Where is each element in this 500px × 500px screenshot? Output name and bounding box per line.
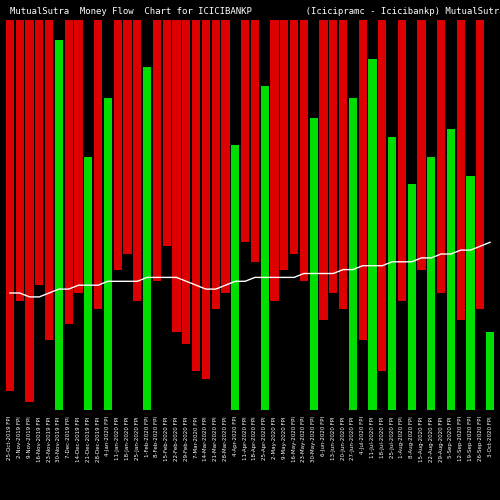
Bar [133,20,141,301]
Bar [182,20,190,344]
Bar [222,20,230,293]
Bar [152,20,161,281]
Bar [6,20,14,390]
Bar [280,20,288,270]
Bar [260,86,269,410]
Bar [231,145,239,410]
Bar [162,20,171,246]
Bar [212,20,220,308]
Bar [476,20,484,308]
Bar [114,20,122,270]
Bar [16,20,24,301]
Bar [202,20,210,379]
Text: MutualSutra  Money Flow  Chart for ICICIBANKP          (Icicipramc - Icicibankp): MutualSutra Money Flow Chart for ICICIBA… [10,7,500,16]
Bar [26,20,34,402]
Bar [418,20,426,270]
Bar [339,20,347,308]
Bar [64,20,73,324]
Bar [54,40,63,410]
Bar [84,156,92,410]
Bar [143,67,152,410]
Bar [486,332,494,410]
Bar [437,20,446,293]
Bar [427,156,436,410]
Bar [94,20,102,308]
Bar [398,20,406,301]
Bar [378,20,386,371]
Bar [270,20,278,301]
Bar [35,20,43,285]
Bar [124,20,132,254]
Bar [172,20,180,332]
Bar [241,20,250,242]
Bar [329,20,338,293]
Bar [446,129,455,410]
Bar [45,20,54,340]
Bar [74,20,82,293]
Bar [408,184,416,410]
Bar [290,20,298,254]
Bar [388,137,396,410]
Bar [456,20,465,320]
Bar [300,20,308,281]
Bar [250,20,259,262]
Bar [358,20,367,340]
Bar [192,20,200,371]
Bar [348,98,357,410]
Bar [104,98,112,410]
Bar [310,118,318,410]
Bar [466,176,474,410]
Bar [320,20,328,320]
Bar [368,59,376,410]
